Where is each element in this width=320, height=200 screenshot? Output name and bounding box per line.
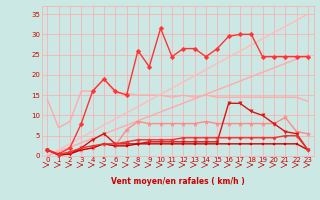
X-axis label: Vent moyen/en rafales ( km/h ): Vent moyen/en rafales ( km/h ) bbox=[111, 177, 244, 186]
